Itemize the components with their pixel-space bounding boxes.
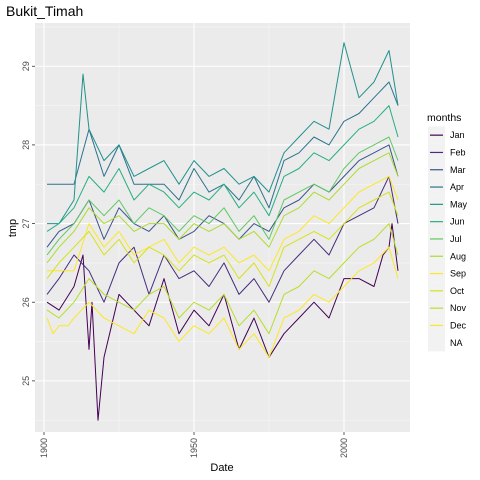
- legend-label-jun: Jun: [450, 217, 465, 227]
- legend: months Jan Feb Mar Apr May Jun Jul Aug Sep Oct Nov…: [427, 112, 468, 352]
- plot-panel: [35, 23, 410, 432]
- y-tick-label: 28: [21, 140, 31, 150]
- legend-label-nov: Nov: [450, 303, 467, 313]
- series-line-may: [47, 42, 399, 225]
- legend-label-jan: Jan: [450, 130, 465, 140]
- series-lines: [46, 42, 399, 421]
- series-line-jul: [46, 136, 399, 256]
- legend-label-jul: Jul: [450, 234, 462, 244]
- major-gridlines: [35, 23, 410, 432]
- legend-label-feb: Feb: [450, 147, 466, 157]
- legend-key-bg: [428, 334, 445, 352]
- series-line-aug: [46, 152, 399, 264]
- series-line-oct: [46, 191, 399, 287]
- chart-title: Bukit_Timah: [6, 3, 83, 19]
- axis-ticks: [32, 65, 345, 435]
- series-line-dec: [46, 246, 399, 358]
- legend-label-na: NA: [450, 338, 463, 348]
- legend-label-dec: Dec: [450, 320, 467, 330]
- series-line-nov: [46, 223, 399, 335]
- series-line-jun: [46, 105, 399, 232]
- axis-tick-labels: 1900 1950 2000 25 26 27 28 29: [21, 61, 349, 458]
- legend-label-mar: Mar: [450, 165, 466, 175]
- x-tick-label: 1950: [189, 438, 199, 458]
- legend-label-sep: Sep: [450, 269, 466, 279]
- x-tick-label: 1900: [39, 438, 49, 458]
- y-tick-label: 27: [21, 219, 31, 229]
- x-axis-title: Date: [210, 462, 233, 474]
- y-tick-label: 29: [21, 61, 31, 71]
- legend-title: months: [427, 112, 461, 124]
- legend-label-oct: Oct: [450, 286, 465, 296]
- y-axis-title: tmp: [7, 219, 19, 237]
- x-tick-label: 2000: [339, 438, 349, 458]
- legend-label-aug: Aug: [450, 251, 466, 261]
- legend-label-apr: Apr: [450, 182, 464, 192]
- series-line-sep: [47, 175, 399, 272]
- legend-label-may: May: [450, 199, 468, 209]
- series-line-jan: [46, 223, 399, 421]
- y-tick-label: 26: [21, 297, 31, 307]
- y-tick-label: 25: [21, 376, 31, 386]
